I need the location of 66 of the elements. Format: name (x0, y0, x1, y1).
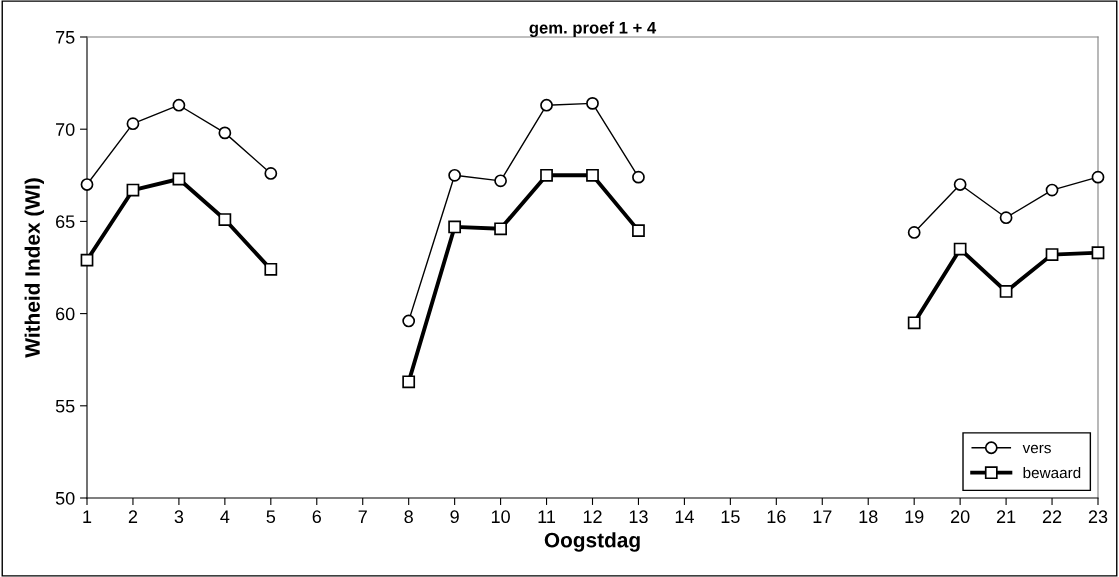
point (172, 172, 186, 186)
x-tick-label: 21 (996, 510, 1016, 523)
x-tick-label: 16 (767, 510, 786, 524)
point (80, 253, 94, 267)
point (1045, 183, 1059, 197)
point (632, 170, 645, 184)
point (1091, 170, 1105, 184)
x-tick-label: 1 (83, 510, 92, 523)
point (632, 224, 645, 238)
legend-label: vers (1022, 444, 1051, 454)
point (540, 98, 553, 112)
point (1045, 248, 1059, 261)
x-tick-label: 11 (538, 510, 556, 523)
point (80, 178, 94, 191)
legend-label: bewaard (1023, 466, 1081, 479)
point (264, 262, 278, 276)
x-tick-label: 17 (813, 510, 832, 523)
x-tick-label: 10 (491, 510, 510, 524)
point (999, 211, 1013, 225)
point (494, 222, 507, 236)
x-tick-label: 12 (583, 510, 602, 523)
point (172, 98, 186, 112)
point (494, 174, 507, 188)
point (586, 96, 599, 110)
x-tick-label: 18 (859, 510, 878, 524)
y-tick-label: 60 (56, 307, 75, 321)
point (953, 242, 967, 256)
x-tick-label: 2 (128, 510, 138, 523)
y-axis-title: Witheid Index (WI) (24, 178, 44, 358)
x-tick-label: 19 (905, 510, 924, 524)
point (448, 168, 462, 182)
point (448, 220, 462, 234)
x-axis-title: Oogstdag (544, 532, 640, 552)
point (1091, 246, 1105, 260)
y-tick-label: 65 (56, 215, 75, 229)
point (953, 178, 967, 191)
x-tick-label: 15 (721, 510, 740, 524)
x-tick-label: 14 (675, 510, 694, 523)
point (218, 213, 232, 226)
point (907, 316, 921, 330)
point (402, 375, 416, 389)
x-tick-label: 8 (404, 510, 413, 524)
point (999, 285, 1013, 298)
x-tick-label: 23 (1088, 510, 1108, 524)
y-tick-label: 70 (56, 123, 75, 136)
y-tick-label: 55 (55, 399, 75, 413)
y-tick-label: 50 (55, 491, 75, 505)
point (540, 168, 553, 182)
point (586, 168, 599, 182)
x-tick-label: 3 (174, 510, 184, 524)
point (126, 183, 140, 197)
point (126, 117, 140, 131)
chart-title: gem. proef 1 + 4 (529, 21, 657, 37)
x-tick-label: 9 (450, 510, 459, 524)
x-tick-label: 20 (951, 510, 970, 524)
x-tick-label: 22 (1042, 510, 1062, 523)
x-tick-label: 5 (266, 510, 276, 524)
y-tick-label: 75 (56, 31, 75, 44)
x-tick-label: 13 (629, 510, 648, 524)
point (907, 226, 921, 239)
x-tick-label: 4 (220, 510, 230, 523)
x-tick-label: 6 (312, 510, 321, 524)
point (402, 314, 416, 328)
point (264, 167, 278, 180)
x-tick-label: 7 (358, 510, 367, 523)
point (218, 126, 232, 140)
